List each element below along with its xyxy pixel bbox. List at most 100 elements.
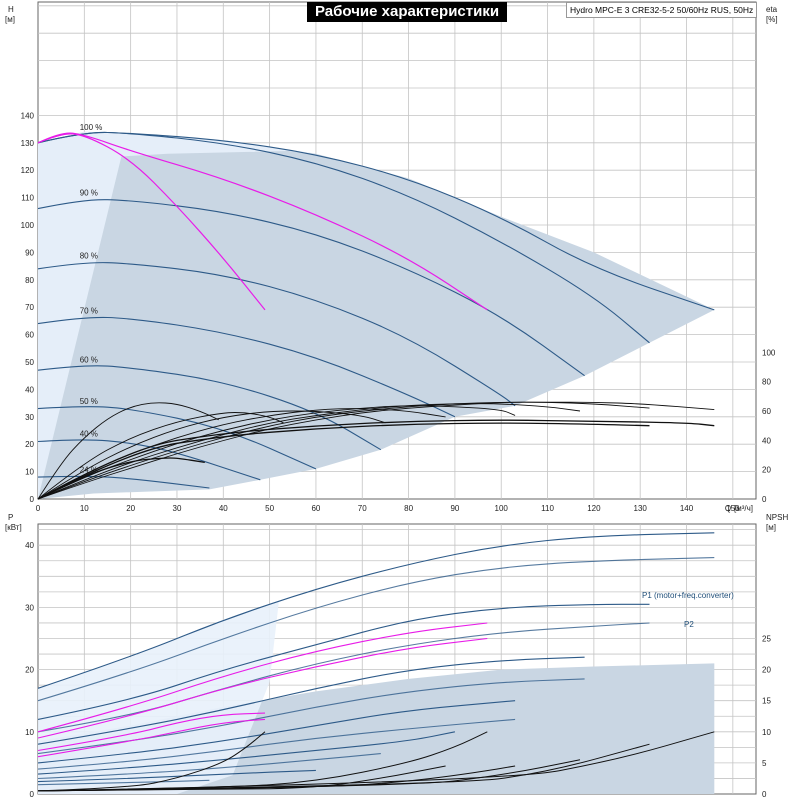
power-tick-label: 10 xyxy=(25,728,34,737)
speed-label-0: 100 % xyxy=(80,123,103,132)
power-axis-label: P xyxy=(8,513,13,522)
efficiency-curve-8 xyxy=(37,419,715,500)
efficiency-curve-10 xyxy=(37,457,205,500)
npsh-curve-2 xyxy=(37,765,446,792)
head-tick-label: 90 xyxy=(25,248,34,257)
magenta-power-curve-2 xyxy=(37,712,266,752)
flow-tick-label: 50 xyxy=(265,504,274,513)
flow-tick-label: 80 xyxy=(404,504,413,513)
flow-tick-label: 150 xyxy=(726,504,740,513)
power-curve-8 xyxy=(37,731,456,775)
flow-tick-label: 60 xyxy=(311,504,320,513)
power-curve-2 xyxy=(37,603,650,720)
head-tick-label: 130 xyxy=(21,139,35,148)
head-curve-1 xyxy=(37,131,650,344)
head-curve-7 xyxy=(37,439,261,481)
top-envelope xyxy=(38,131,715,500)
efficiency-curve-2 xyxy=(37,410,386,500)
flow-tick-label: 140 xyxy=(680,504,694,513)
npsh-tick-label: 15 xyxy=(762,697,771,706)
head-tick-label: 110 xyxy=(21,194,34,203)
power-curve-9 xyxy=(37,753,381,780)
eta-tick-label: 20 xyxy=(762,466,771,475)
power-curve-10 xyxy=(37,769,316,783)
efficiency-curve-5 xyxy=(37,403,581,500)
head-unit-label: [м] xyxy=(5,15,15,24)
npsh-curve-5 xyxy=(37,743,650,792)
eta-tick-label: 0 xyxy=(762,495,767,504)
npsh-curve-0 xyxy=(37,731,266,792)
head-curve-6 xyxy=(37,406,317,470)
speed-label-6: 50 % xyxy=(80,397,98,406)
head-curve-2 xyxy=(37,199,585,377)
head-tick-label: 40 xyxy=(25,385,34,394)
magenta-head-curve-0 xyxy=(37,133,266,311)
efficiency-curve-7 xyxy=(37,401,715,500)
head-tick-label: 60 xyxy=(25,331,34,340)
top-envelope-light xyxy=(38,131,316,500)
power-tick-label: 40 xyxy=(25,541,34,550)
head-curve-4 xyxy=(37,316,456,418)
p2-series-label: P2 xyxy=(684,620,694,629)
head-tick-label: 70 xyxy=(25,303,34,312)
flow-tick-label: 100 xyxy=(495,504,509,513)
npsh-tick-label: 5 xyxy=(762,759,767,768)
npsh-unit-label: [м] xyxy=(766,523,776,532)
power-curve-11 xyxy=(37,779,210,786)
eta-unit-label: [%] xyxy=(766,15,778,24)
power-curve-1 xyxy=(37,557,715,702)
flow-tick-label: 110 xyxy=(541,504,554,513)
head-tick-label: 80 xyxy=(25,276,34,285)
magenta-head-curve-1 xyxy=(37,132,488,311)
npsh-tick-label: 0 xyxy=(762,790,767,799)
power-tick-label: 0 xyxy=(30,790,35,799)
power-tick-label: 20 xyxy=(25,666,34,675)
power-curve-0 xyxy=(37,532,715,689)
head-tick-label: 100 xyxy=(21,221,35,230)
chart-subtitle: Hydro MPC-E 3 CRE32-5-2 50/60Hz RUS, 50H… xyxy=(566,2,758,18)
eta-tick-label: 60 xyxy=(762,407,771,416)
speed-label-5: 60 % xyxy=(80,356,98,365)
head-tick-label: 140 xyxy=(21,111,35,120)
eta-tick-label: 100 xyxy=(762,348,776,357)
flow-tick-label: 0 xyxy=(36,504,41,513)
head-curve-8 xyxy=(37,475,210,489)
speed-label-3: 80 % xyxy=(80,252,98,261)
npsh-curve-6 xyxy=(37,731,715,792)
flow-tick-label: 90 xyxy=(450,504,459,513)
head-curve-3 xyxy=(37,262,516,407)
speed-label-8: 24 % xyxy=(80,465,98,474)
head-tick-label: 30 xyxy=(25,413,34,422)
npsh-tick-label: 10 xyxy=(762,728,771,737)
eta-tick-label: 40 xyxy=(762,436,771,445)
chart-title: Рабочие характеристики xyxy=(307,2,508,22)
flow-tick-label: 10 xyxy=(80,504,89,513)
flow-axis-label: Q xyxy=(725,504,731,513)
head-tick-label: 50 xyxy=(25,358,34,367)
head-tick-label: 20 xyxy=(25,440,34,449)
flow-tick-label: 40 xyxy=(219,504,228,513)
npsh-axis-label: NPSH xyxy=(766,513,788,522)
power-curve-5 xyxy=(37,678,585,755)
eta-tick-label: 80 xyxy=(762,378,771,387)
head-tick-label: 10 xyxy=(25,468,34,477)
efficiency-curve-9 xyxy=(37,422,650,500)
npsh-tick-label: 25 xyxy=(762,635,771,644)
speed-label-2: 90 % xyxy=(80,189,98,198)
power-curve-4 xyxy=(37,656,585,745)
flow-tick-label: 20 xyxy=(126,504,135,513)
power-unit-label: [кВт] xyxy=(5,523,22,532)
power-curve-6 xyxy=(37,700,516,764)
flow-tick-label: 130 xyxy=(634,504,648,513)
flow-unit-label: [м³/ч] xyxy=(734,504,753,513)
magenta-power-curve-3 xyxy=(37,718,266,758)
efficiency-curve-1 xyxy=(37,412,284,500)
flow-tick-label: 70 xyxy=(358,504,367,513)
efficiency-curve-4 xyxy=(37,405,516,500)
efficiency-curve-0 xyxy=(37,402,219,500)
head-tick-label: 0 xyxy=(30,495,35,504)
head-curve-5 xyxy=(37,365,382,451)
head-tick-label: 120 xyxy=(21,166,35,175)
speed-label-4: 70 % xyxy=(80,306,98,315)
